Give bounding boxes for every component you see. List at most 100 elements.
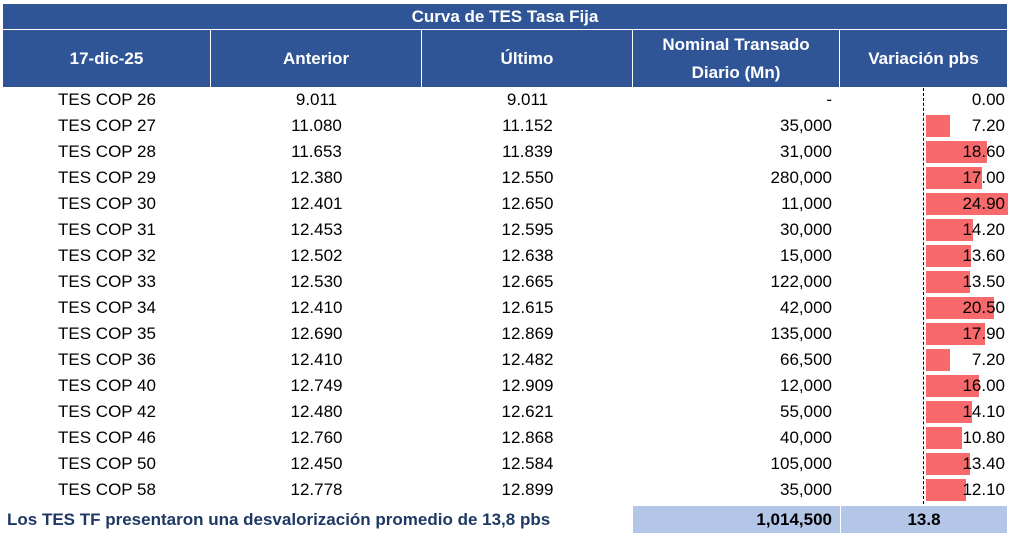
cell-nominal: 122,000 [770, 272, 832, 291]
variation-bar [926, 375, 979, 397]
variation-value: 14.10 [962, 402, 1005, 421]
table-footer: Los TES TF presentaron una desvalorizaci… [3, 506, 1007, 533]
variation-axis-line [923, 88, 924, 504]
cell-previous: 12.480 [290, 402, 343, 421]
cell-variation: 17.90 [840, 321, 1007, 347]
cell-variation: 17.00 [840, 165, 1007, 191]
cell-last: 11.152 [502, 116, 553, 135]
cell-last: 12.869 [501, 324, 554, 343]
cell-last: 12.615 [501, 298, 554, 317]
cell-name: TES COP 27 [58, 116, 156, 135]
table-row: TES COP 29 12.380 12.550 280,000 17.00 [3, 165, 1007, 191]
cell-last: 12.584 [501, 454, 554, 473]
cell-previous: 12.410 [290, 298, 343, 317]
variation-bar [926, 193, 1008, 215]
variation-value: 13.40 [962, 454, 1005, 473]
cell-previous: 12.530 [290, 272, 343, 291]
cell-name: TES COP 46 [58, 428, 156, 447]
cell-previous: 12.690 [290, 324, 343, 343]
header-nominal-line2: Diario (Mn) [691, 62, 781, 82]
cell-variation: 10.80 [840, 425, 1007, 451]
cell-last: 12.650 [501, 194, 554, 213]
cell-previous: 12.450 [290, 454, 343, 473]
variation-value: 10.80 [962, 428, 1005, 447]
cell-nominal: 280,000 [770, 168, 832, 187]
cell-nominal: 11,000 [781, 194, 832, 213]
footer-summary: Los TES TF presentaron una desvalorizaci… [7, 509, 551, 529]
cell-name: TES COP 28 [58, 142, 156, 161]
table-row: TES COP 31 12.453 12.595 30,000 14.20 [3, 217, 1007, 243]
cell-previous: 12.778 [290, 480, 343, 499]
cell-variation: 13.40 [840, 451, 1007, 477]
cell-name: TES COP 42 [58, 402, 156, 421]
cell-previous: 12.380 [290, 168, 343, 187]
cell-nominal: 135,000 [770, 324, 832, 343]
variation-bar [926, 427, 962, 449]
variation-value: 24.90 [962, 194, 1005, 213]
cell-last: 11.839 [502, 142, 553, 161]
variation-value: 13.50 [962, 272, 1005, 291]
cell-previous: 9.011 [295, 90, 338, 109]
cell-name: TES COP 30 [58, 194, 156, 213]
cell-name: TES COP 31 [58, 220, 156, 239]
cell-name: TES COP 40 [58, 376, 156, 395]
variation-bar [926, 453, 971, 475]
variation-value: 7.20 [971, 116, 1005, 135]
table-row: TES COP 26 9.011 9.011 - 0.00 [3, 87, 1007, 113]
variation-bar [926, 323, 985, 345]
header-previous: Anterior [211, 30, 422, 87]
cell-previous: 12.410 [290, 350, 343, 369]
cell-variation: 7.20 [840, 347, 1007, 373]
cell-name: TES COP 50 [58, 454, 156, 473]
cell-nominal: 31,000 [780, 142, 832, 161]
cell-name: TES COP 33 [58, 272, 156, 291]
variation-value: 20.50 [962, 298, 1005, 317]
cell-previous: 12.760 [290, 428, 343, 447]
cell-name: TES COP 34 [58, 298, 156, 317]
variation-bar [926, 349, 950, 371]
cell-last: 12.868 [501, 428, 554, 447]
table-row: TES COP 32 12.502 12.638 15,000 13.60 [3, 243, 1007, 269]
table-row: TES COP 28 11.653 11.839 31,000 18.60 [3, 139, 1007, 165]
variation-value: 12.10 [962, 480, 1005, 499]
cell-nominal: 15,000 [780, 246, 832, 265]
variation-value: 16.00 [962, 376, 1005, 395]
variation-value: 13.60 [962, 246, 1005, 265]
table-row: TES COP 35 12.690 12.869 135,000 17.90 [3, 321, 1007, 347]
cell-variation: 13.60 [840, 243, 1007, 269]
cell-variation: 14.10 [840, 399, 1007, 425]
cell-name: TES COP 26 [58, 90, 156, 109]
table-row: TES COP 50 12.450 12.584 105,000 13.40 [3, 451, 1007, 477]
cell-name: TES COP 36 [58, 350, 156, 369]
variation-bar [926, 141, 988, 163]
cell-nominal: 35,000 [780, 480, 832, 499]
variation-bar [926, 297, 994, 319]
footer-avg-variation: 13.8 [840, 506, 1007, 533]
variation-bar [926, 401, 973, 423]
cell-last: 12.665 [501, 272, 554, 291]
variation-bar [926, 167, 982, 189]
header-date: 17-dic-25 [3, 30, 211, 87]
table-row: TES COP 42 12.480 12.621 55,000 14.10 [3, 399, 1007, 425]
table-row: TES COP 46 12.760 12.868 40,000 10.80 [3, 425, 1007, 451]
cell-variation: 7.20 [840, 113, 1007, 139]
cell-nominal: 105,000 [770, 454, 832, 473]
table-title: Curva de TES Tasa Fija [3, 4, 1007, 30]
cell-last: 9.011 [506, 90, 549, 109]
header-variation: Variación pbs [840, 30, 1007, 87]
cell-variation: 18.60 [840, 139, 1007, 165]
table-row: TES COP 33 12.530 12.665 122,000 13.50 [3, 269, 1007, 295]
cell-name: TES COP 29 [58, 168, 156, 187]
variation-value: 14.20 [962, 220, 1005, 239]
table-body: TES COP 26 9.011 9.011 - 0.00 TES COP 27 11.08… [3, 87, 1008, 503]
variation-bar [926, 219, 973, 241]
cell-previous: 12.453 [290, 220, 343, 239]
cell-variation: 16.00 [840, 373, 1007, 399]
cell-variation: 24.90 [840, 191, 1008, 217]
header-last: Último [422, 30, 633, 87]
cell-name: TES COP 35 [58, 324, 156, 343]
cell-previous: 12.749 [290, 376, 343, 395]
cell-previous: 12.502 [290, 246, 343, 265]
cell-nominal: 40,000 [780, 428, 832, 447]
cell-last: 12.550 [501, 168, 554, 187]
